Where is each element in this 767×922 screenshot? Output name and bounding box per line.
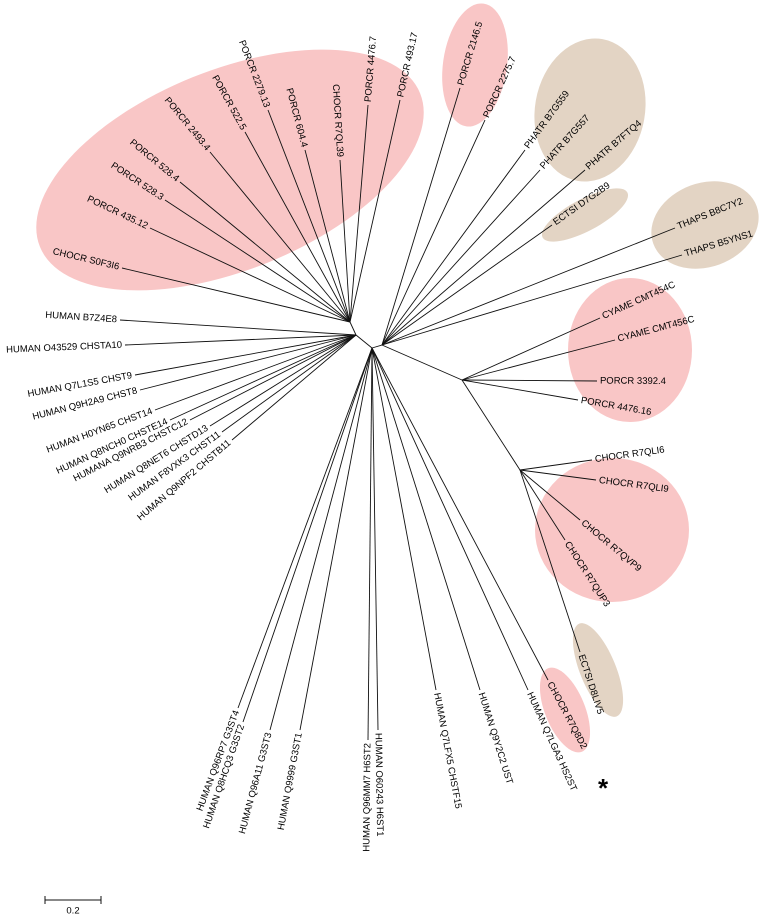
branch	[371, 344, 383, 349]
branch	[349, 321, 357, 336]
branches	[119, 87, 683, 741]
branch	[381, 119, 486, 346]
clade-ellipse	[36, 49, 424, 291]
leaf-label: HUMAN O43529 CHSTA10	[6, 340, 122, 356]
branch	[381, 224, 553, 346]
clade-ellipse	[541, 188, 629, 242]
clade-ellipse	[572, 623, 624, 717]
leaf-label: PORCR 3392.4	[600, 376, 666, 387]
branch	[519, 469, 566, 541]
branch	[461, 379, 579, 401]
branch	[339, 159, 351, 323]
branch	[119, 319, 357, 336]
branch	[381, 344, 463, 381]
branch	[519, 469, 581, 653]
branch	[381, 149, 526, 346]
branch	[381, 169, 586, 346]
clade-ellipse	[442, 3, 508, 127]
branch	[461, 339, 616, 381]
branch	[179, 181, 351, 323]
leaf-label: HUMAN Q96MM7 H6ST2	[361, 743, 373, 852]
branch	[154, 334, 357, 411]
clade-ellipse	[534, 38, 646, 182]
leaf-label: HUMAN B7Z4E8	[45, 310, 117, 326]
branch	[381, 227, 676, 346]
branch	[461, 379, 598, 382]
branch	[209, 334, 357, 427]
branch	[304, 149, 351, 323]
branch	[371, 347, 437, 691]
branch	[149, 227, 351, 323]
branch	[461, 317, 601, 381]
branch	[461, 379, 521, 471]
leaf-label: CHOCR R7QL39	[330, 84, 345, 157]
branch	[121, 267, 351, 323]
leaf-label: HUMAN O60243 H6ST1	[373, 733, 386, 837]
clade-highlights	[36, 3, 759, 753]
branch	[519, 459, 593, 471]
branch	[221, 334, 357, 433]
clade-ellipse	[535, 458, 689, 602]
branch	[164, 199, 351, 323]
leaf-label: HUMAN Q9999 G3ST1	[276, 732, 305, 831]
branch	[371, 347, 379, 731]
branch	[237, 347, 373, 709]
branch	[139, 334, 357, 391]
marker: *	[598, 773, 609, 803]
branch	[367, 347, 373, 741]
branch	[381, 87, 461, 346]
branch	[169, 334, 357, 421]
clade-ellipse	[651, 181, 759, 269]
branch	[244, 131, 351, 323]
branch	[349, 99, 401, 323]
branch	[519, 469, 581, 521]
branch	[355, 334, 373, 349]
branch	[242, 347, 373, 723]
branch	[349, 104, 369, 323]
branch	[381, 254, 683, 346]
branch	[209, 151, 351, 323]
branch	[134, 334, 357, 376]
scale-bar-label: 0.2	[66, 906, 79, 917]
branch	[371, 347, 481, 691]
branch	[269, 347, 373, 731]
branch	[189, 334, 357, 421]
branch	[124, 334, 357, 346]
branch	[519, 469, 597, 481]
leaf-label: HUMAN Q9Y2C2 UST	[476, 691, 515, 786]
branch	[371, 347, 529, 691]
clade-ellipse	[539, 667, 591, 753]
branch	[371, 347, 549, 681]
leaf-label: HUMAN Q96A11 G3ST3	[237, 731, 275, 835]
leaf-label: PORCR 4476.7	[363, 36, 379, 103]
branch	[299, 347, 373, 731]
leaf-label: HUMAN Q7LFX5 CHSTF15	[431, 692, 463, 810]
branch	[381, 169, 541, 346]
branch	[267, 109, 351, 323]
clade-ellipse	[568, 278, 692, 422]
branch	[231, 334, 357, 441]
